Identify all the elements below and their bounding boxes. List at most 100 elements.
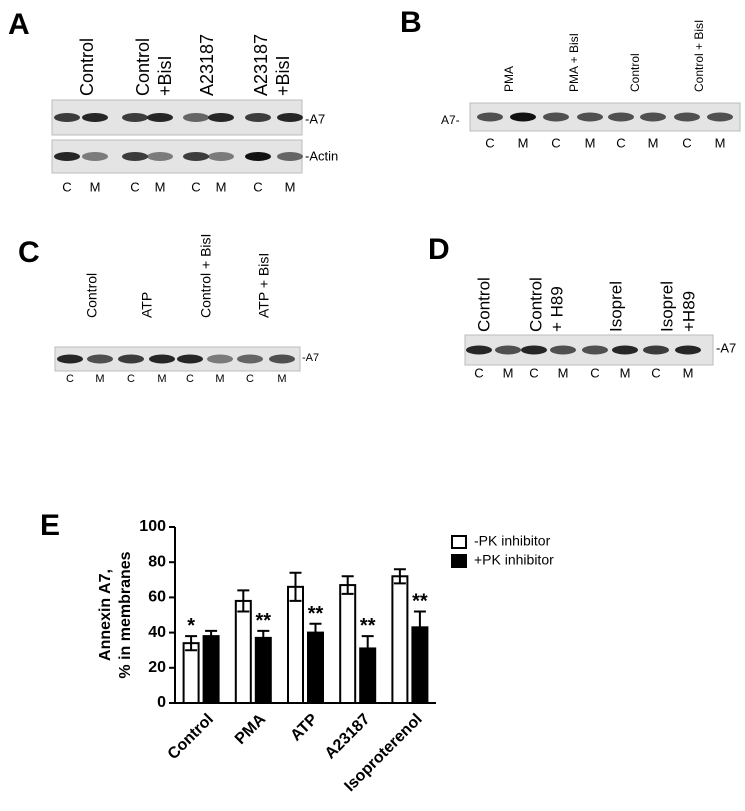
error-bar (361, 635, 374, 662)
y-tick-label: 0 (157, 694, 166, 711)
lane-label: Control (526, 277, 545, 332)
band-label: -A7 (716, 340, 736, 355)
lane-letter: M (90, 179, 101, 194)
lane-label: Control (133, 38, 153, 96)
lane-letter: C (485, 135, 494, 150)
lane-letter: C (62, 179, 71, 194)
error-bar (309, 622, 322, 643)
blot-band (707, 112, 733, 122)
blot-band (477, 112, 503, 122)
blot-band (495, 345, 521, 355)
lane-letter: M (285, 179, 296, 194)
lane-letter: C (186, 373, 194, 385)
blot-band (245, 113, 271, 122)
blot-band (122, 113, 148, 122)
lane-letter: M (216, 179, 227, 194)
lane-letter: C (474, 365, 483, 380)
legend-label: -PK inhibitor (474, 533, 551, 549)
x-tick-label: A23187 (322, 711, 374, 763)
lane-letter: C (529, 365, 538, 380)
error-bar (257, 629, 270, 646)
blot-band (149, 354, 175, 364)
lane-letter: M (157, 373, 166, 385)
blot-band (54, 152, 80, 161)
blot-band (57, 354, 83, 364)
bar (391, 575, 409, 705)
blot-band (147, 152, 173, 161)
bar (254, 636, 272, 705)
blot-band (54, 113, 80, 122)
blot-band (466, 345, 492, 355)
bar (287, 585, 304, 705)
blot-band (277, 113, 303, 122)
band-label: -A7 (302, 352, 319, 364)
lane-letter: C (246, 373, 254, 385)
legend-swatch (451, 535, 467, 549)
band-label: A7- (441, 113, 460, 127)
blot-band (643, 345, 669, 355)
lane-label: Isoprel (606, 281, 625, 332)
error-bar (341, 575, 354, 595)
panel-letter: A (8, 8, 30, 41)
significance: ** (360, 615, 376, 637)
blot-band (82, 113, 108, 122)
blot-band (269, 354, 295, 364)
blot-band (543, 112, 569, 122)
blot-band (147, 113, 173, 122)
bar (202, 635, 220, 704)
error-bar (393, 568, 406, 585)
lane-letter: C (590, 365, 599, 380)
blot-band (582, 345, 608, 355)
error-bar (205, 629, 218, 643)
significance: ** (308, 603, 324, 625)
lane-letter: M (715, 135, 726, 150)
blot-band (122, 152, 148, 161)
blot-band (277, 152, 303, 161)
blot-band (245, 152, 271, 161)
blot-band (577, 112, 603, 122)
y-tick-label: 40 (148, 624, 166, 641)
lane-label: Control (77, 38, 97, 96)
blot-band (183, 152, 209, 161)
lane-label: +BisI (155, 55, 175, 96)
panel-letter: C (18, 236, 40, 269)
lane-letter: M (277, 373, 286, 385)
bar (307, 631, 324, 704)
blot-band (207, 354, 233, 364)
blot-band (608, 112, 634, 122)
x-tick-label: ATP (288, 711, 322, 745)
lane-letter: C (66, 373, 74, 385)
x-tick-label: Control (165, 711, 217, 763)
lane-letter: C (551, 135, 560, 150)
blot-band (510, 112, 536, 122)
y-tick-label: 100 (139, 518, 166, 535)
blot-band (208, 152, 234, 161)
lane-label: Control + BisI (692, 20, 706, 92)
lane-letter: M (585, 135, 596, 150)
blot-band (177, 354, 203, 364)
blot-band (521, 345, 547, 355)
blot-band (118, 354, 144, 364)
error-bar (185, 635, 198, 652)
blot-band (237, 354, 263, 364)
y-tick-label: 20 (148, 659, 166, 676)
panel-letter: D (428, 233, 450, 266)
lane-letter: C (191, 179, 200, 194)
lane-label: +BisI (273, 55, 293, 96)
lane-letter: M (95, 373, 104, 385)
lane-letter: M (620, 365, 631, 380)
y-tick-label: 60 (148, 589, 166, 606)
lane-label: Isoprel (657, 281, 676, 332)
band-label: -Actin (305, 148, 338, 163)
band-label: -A7 (305, 111, 325, 126)
lane-letter: C (651, 365, 660, 380)
lane-label: A23187 (197, 34, 217, 96)
blot-band (674, 112, 700, 122)
lane-label: ATP + BisI (256, 253, 272, 318)
bar (339, 584, 357, 705)
legend-swatch (451, 554, 467, 568)
lane-letter: C (616, 135, 625, 150)
bar (182, 642, 200, 704)
